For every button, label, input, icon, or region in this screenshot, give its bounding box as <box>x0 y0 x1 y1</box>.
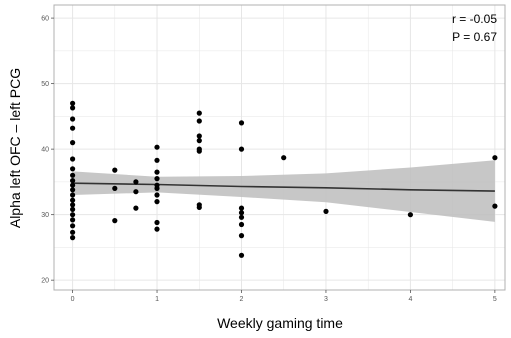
data-point <box>70 212 76 218</box>
annotation-r: r = -0.05 <box>452 12 497 26</box>
data-point <box>196 204 202 210</box>
data-point <box>238 252 245 258</box>
data-point <box>112 218 118 224</box>
y-tick-label: 20 <box>41 278 49 285</box>
y-tick-label: 40 <box>41 147 49 154</box>
data-point <box>196 110 202 116</box>
x-tick-label: 3 <box>324 296 328 303</box>
x-tick-label: 1 <box>155 296 159 303</box>
confidence-band <box>72 160 495 222</box>
y-axis-title: Alpha left OFC – left PCG <box>7 68 23 228</box>
data-point <box>238 233 245 239</box>
regression-line <box>72 182 495 192</box>
data-point <box>492 203 498 209</box>
data-point <box>70 182 76 188</box>
data-point <box>154 185 160 191</box>
data-point <box>70 100 76 106</box>
data-point <box>238 146 245 152</box>
data-point <box>70 166 76 172</box>
data-point <box>70 116 76 122</box>
data-point <box>112 167 118 173</box>
data-point <box>70 178 76 184</box>
x-tick-label: 5 <box>493 296 497 303</box>
x-tick-label: 2 <box>240 296 244 303</box>
data-point <box>238 120 245 126</box>
data-point <box>70 223 76 229</box>
data-point <box>238 205 245 211</box>
data-point <box>196 133 202 139</box>
data-point <box>70 140 76 146</box>
data-point <box>70 125 76 131</box>
data-point <box>70 197 76 203</box>
data-point <box>70 156 76 162</box>
data-point <box>238 210 245 216</box>
data-point <box>154 157 160 163</box>
plot-panel <box>54 5 505 290</box>
data-point <box>154 192 160 198</box>
data-point <box>133 205 139 211</box>
data-point <box>70 206 76 212</box>
x-tick-label: 0 <box>71 296 75 303</box>
data-point <box>133 189 139 195</box>
data-point <box>70 192 76 198</box>
annotation-p: P = 0.67 <box>452 30 497 44</box>
data-point <box>407 212 413 218</box>
data-point <box>196 138 202 144</box>
y-tick-label: 30 <box>41 212 49 219</box>
x-axis-title: Weekly gaming time <box>217 315 343 331</box>
data-point <box>154 219 160 226</box>
data-point <box>70 229 76 235</box>
data-point <box>323 208 329 214</box>
data-points <box>70 100 498 258</box>
data-point <box>154 176 160 182</box>
data-point <box>70 235 76 241</box>
data-point <box>196 118 202 124</box>
panel-border <box>53 4 506 291</box>
data-point <box>154 199 160 205</box>
data-point <box>238 214 245 220</box>
data-point <box>70 202 76 208</box>
y-tick-label: 50 <box>41 81 49 88</box>
data-point <box>133 179 139 185</box>
y-tick-label: 60 <box>41 16 49 23</box>
x-tick-label: 4 <box>408 296 412 303</box>
x-axis-ticks: 0 1 2 3 4 5 <box>71 290 497 303</box>
data-point <box>70 172 76 178</box>
data-point <box>70 105 76 111</box>
data-point <box>154 226 160 232</box>
data-point <box>70 187 76 193</box>
data-point <box>281 155 287 161</box>
data-point <box>112 185 118 191</box>
data-point <box>238 221 245 228</box>
y-axis-ticks: 20 30 40 50 60 <box>41 16 54 285</box>
data-point <box>492 155 498 161</box>
data-point <box>154 169 160 175</box>
data-point <box>70 217 76 223</box>
data-point <box>154 144 160 150</box>
data-point <box>196 148 202 154</box>
